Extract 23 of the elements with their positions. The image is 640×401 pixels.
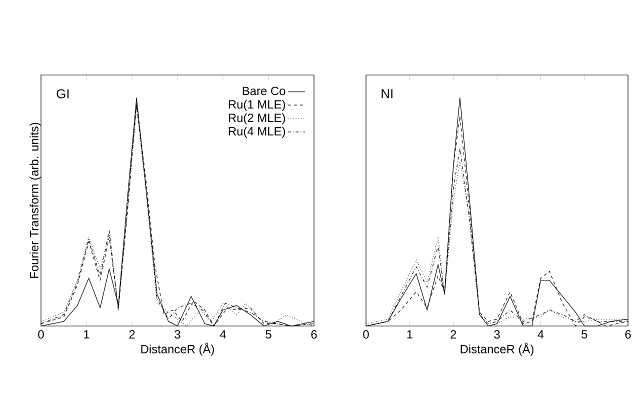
x-tick-label: 1 [407,330,412,338]
legend-label: Ru(2 MLE) [228,113,285,124]
x-tick-label: 5 [581,330,588,339]
x-tick-label: 0 [38,330,44,339]
x-axis-title: DistanceR (Å) [460,342,534,356]
x-axis-title: DistanceR (Å) [141,342,214,356]
annotation: NI [382,89,392,98]
legend-label: Bare Co [242,86,286,96]
x-tick-label: 3 [174,330,180,339]
annotation: GI [56,89,69,98]
x-tick-label: 1 [84,330,90,338]
x-tick-label: 6 [311,330,317,339]
x-tick-label: 4 [220,330,226,338]
x-tick-label: 2 [450,330,456,339]
y-axis-title: Fourier Transform (arb. units) [30,122,41,278]
x-tick-label: 0 [363,330,369,339]
legend-label: Ru(1 MLE) [228,100,285,111]
x-tick-label: 5 [266,330,272,339]
x-tick-label: 2 [129,330,135,339]
x-tick-label: 6 [625,330,631,339]
x-tick-label: 4 [538,330,544,338]
legend-label: Ru(4 MLE) [228,126,285,138]
x-tick-label: 3 [494,330,500,339]
